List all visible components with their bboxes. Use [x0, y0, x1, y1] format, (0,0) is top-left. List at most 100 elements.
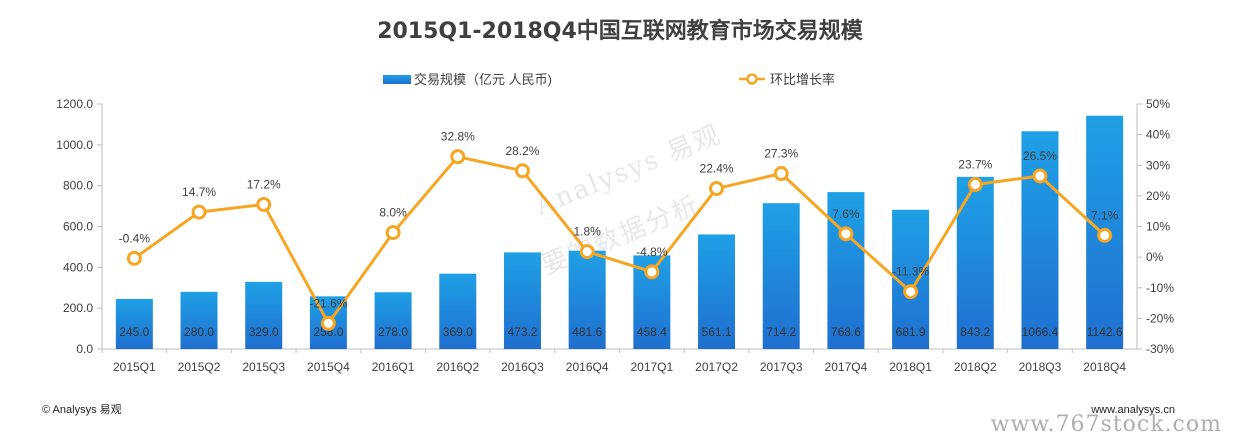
bar [245, 281, 283, 349]
growth-point [838, 226, 854, 242]
x-tick-label: 2016Q1 [372, 360, 415, 374]
bar [956, 176, 994, 349]
bar-value-label: 245.0 [119, 325, 149, 339]
x-tick-label: 2015Q4 [307, 360, 350, 374]
growth-value-label: 28.2% [505, 144, 539, 158]
growth-point [1097, 227, 1113, 243]
x-tick-label: 2018Q4 [1083, 360, 1126, 374]
x-tick-label: 2016Q4 [566, 360, 609, 374]
bar-value-label: 561.1 [702, 325, 732, 339]
bar [180, 291, 218, 349]
y-left-tick-label: 0.0 [76, 342, 93, 356]
y-right-tick-label: -30% [1146, 342, 1174, 356]
bar-value-label: 1066.4 [1022, 325, 1059, 339]
x-tick-label: 2018Q1 [889, 360, 932, 374]
x-axis-labels: 2015Q1 2015Q2 2015Q3 2015Q4 2016Q1 2016Q2 2016… [101, 349, 1126, 374]
growth-value-label: 23.7% [958, 158, 992, 172]
y-right-tick-label: 30% [1146, 158, 1170, 172]
y-right-tick-label: 0% [1146, 250, 1164, 264]
x-tick-label: 2018Q3 [1019, 360, 1062, 374]
bar [115, 298, 153, 349]
bar [568, 250, 606, 349]
legend-swatch-bar [383, 75, 411, 84]
legend-label-bar: 交易规模（亿元 人民币) [414, 72, 552, 87]
growth-value-label: 7.6% [832, 207, 860, 221]
bar [1021, 131, 1059, 349]
bar [439, 273, 477, 349]
growth-point [644, 264, 660, 280]
bar-value-label: 458.4 [637, 325, 667, 339]
growth-value-label: 17.2% [247, 177, 281, 191]
growth-line [133, 155, 1106, 325]
x-tick-label: 2016Q2 [436, 360, 479, 374]
y-right-tick-label: 10% [1146, 220, 1170, 234]
growth-point [514, 163, 530, 179]
chart-title: 2015Q1-2018Q4中国互联网教育市场交易规模 [377, 18, 864, 44]
growth-point [1032, 168, 1048, 184]
bar-value-label: 843.2 [960, 325, 990, 339]
bar-value-label: 278.0 [378, 325, 408, 339]
legend-swatch-marker [746, 73, 758, 85]
growth-point [320, 315, 336, 331]
footer-copyright: © Analysys 易观 [42, 403, 122, 416]
y-right-tick-label: -10% [1146, 281, 1174, 295]
x-tick-label: 2016Q3 [501, 360, 544, 374]
bar-value-label: 369.0 [443, 325, 473, 339]
y-left-ticks: 0.0 200.0 400.0 600.0 800.0 1000.0 1200.0 [56, 97, 102, 356]
growth-value-label: 32.8% [441, 130, 475, 144]
y-left-tick-label: 1200.0 [56, 97, 93, 111]
watermark: Analysys 易观 你要的数据分析 [511, 120, 726, 292]
y-right-tick-label: 20% [1146, 189, 1170, 203]
growth-value-label: 14.7% [182, 185, 216, 199]
growth-line-series [126, 149, 1113, 331]
growth-point [579, 244, 595, 260]
legend: 交易规模（亿元 人民币) 环比增长率 [383, 72, 835, 87]
bar-value-label: 280.0 [184, 325, 214, 339]
growth-point [967, 177, 983, 193]
corner-watermark: www.767stock.com [991, 412, 1222, 437]
growth-value-label: -4.8% [636, 245, 668, 259]
bar-labels: 245.0 280.0 329.0 258.0 278.0 369.0 473.2 481.6… [119, 325, 1123, 339]
growth-point [256, 196, 272, 212]
y-right-ticks: -30% -20% -10% 0% 10% 20% 30% 40% 50% [1137, 97, 1174, 356]
bar-value-label: 258.0 [313, 325, 343, 339]
x-tick-label: 2017Q3 [760, 360, 803, 374]
bar-value-label: 329.0 [249, 325, 279, 339]
growth-point [126, 250, 142, 266]
growth-value-label: 1.8% [573, 225, 601, 239]
x-tick-label: 2017Q4 [825, 360, 868, 374]
growth-point [191, 204, 207, 220]
growth-value-label: 27.3% [764, 147, 798, 161]
y-right-tick-label: -20% [1146, 311, 1174, 325]
y-right-tick-label: 50% [1146, 97, 1170, 111]
x-tick-label: 2017Q1 [630, 360, 673, 374]
bar-value-label: 768.6 [831, 325, 861, 339]
bar [503, 252, 541, 349]
growth-value-label: 22.4% [700, 162, 734, 176]
bar [762, 203, 800, 349]
x-tick-label: 2017Q2 [695, 360, 738, 374]
growth-value-label: 7.1% [1091, 208, 1119, 222]
bar [827, 192, 865, 349]
x-tick-label: 2015Q3 [242, 360, 285, 374]
growth-value-label: -21.6% [309, 296, 347, 310]
growth-point [709, 181, 725, 197]
growth-value-label: -11.3% [892, 265, 929, 279]
y-left-tick-label: 1000.0 [56, 138, 93, 152]
footer-url: www.analysys.cn [1090, 404, 1175, 416]
bar-value-label: 473.2 [507, 325, 537, 339]
bar-value-label: 481.6 [572, 325, 602, 339]
growth-value-label: 8.0% [379, 206, 407, 220]
legend-label-line: 环比增长率 [770, 72, 835, 87]
bar-value-label: 714.2 [766, 325, 796, 339]
growth-point [450, 149, 466, 165]
growth-value-label: 26.5% [1023, 149, 1057, 163]
bar-value-label: 681.9 [896, 325, 926, 339]
y-right-tick-label: 40% [1146, 128, 1170, 142]
y-left-tick-label: 200.0 [63, 301, 93, 315]
bar-value-label: 1142.6 [1087, 325, 1123, 339]
y-left-tick-label: 400.0 [63, 260, 93, 274]
x-tick-label: 2015Q2 [178, 360, 221, 374]
